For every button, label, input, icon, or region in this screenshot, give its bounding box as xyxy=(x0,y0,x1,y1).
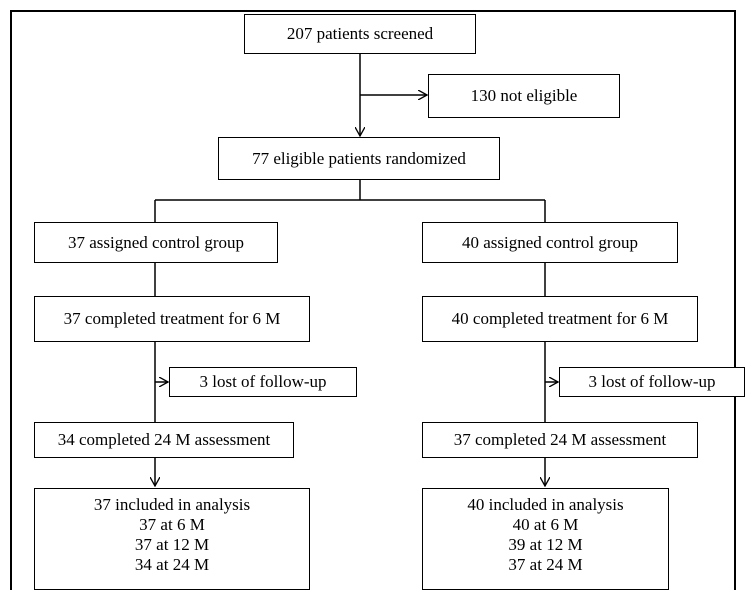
left-lost-box: 3 lost of follow-up xyxy=(169,367,357,397)
right-lost-box: 3 lost of follow-up xyxy=(559,367,745,397)
left-analysis-title: 37 included in analysis xyxy=(93,495,251,514)
not-eligible-box: 130 not eligible xyxy=(428,74,620,118)
left-analysis-12m: 37 at 12 M xyxy=(134,535,210,554)
left-completed-6m-box: 37 completed treatment for 6 M xyxy=(34,296,310,342)
right-completed-24m-box: 37 completed 24 M assessment xyxy=(422,422,698,458)
left-analysis-box: 37 included in analysis 37 at 6 M 37 at … xyxy=(34,488,310,590)
left-assigned-box: 37 assigned control group xyxy=(34,222,278,263)
randomized-box: 77 eligible patients randomized xyxy=(218,137,500,180)
right-assigned-box: 40 assigned control group xyxy=(422,222,678,263)
right-completed-6m-box: 40 completed treatment for 6 M xyxy=(422,296,698,342)
right-analysis-6m: 40 at 6 M xyxy=(512,515,579,534)
screened-box: 207 patients screened xyxy=(244,14,476,54)
left-analysis-6m: 37 at 6 M xyxy=(139,515,205,534)
right-analysis-box: 40 included in analysis 40 at 6 M 39 at … xyxy=(422,488,669,590)
diagram-frame xyxy=(10,10,736,590)
right-analysis-title: 40 included in analysis xyxy=(467,495,624,514)
right-analysis-12m: 39 at 12 M xyxy=(508,535,583,554)
left-completed-24m-box: 34 completed 24 M assessment xyxy=(34,422,294,458)
left-analysis-24m: 34 at 24 M xyxy=(134,555,210,574)
right-analysis-24m: 37 at 24 M xyxy=(508,555,583,574)
